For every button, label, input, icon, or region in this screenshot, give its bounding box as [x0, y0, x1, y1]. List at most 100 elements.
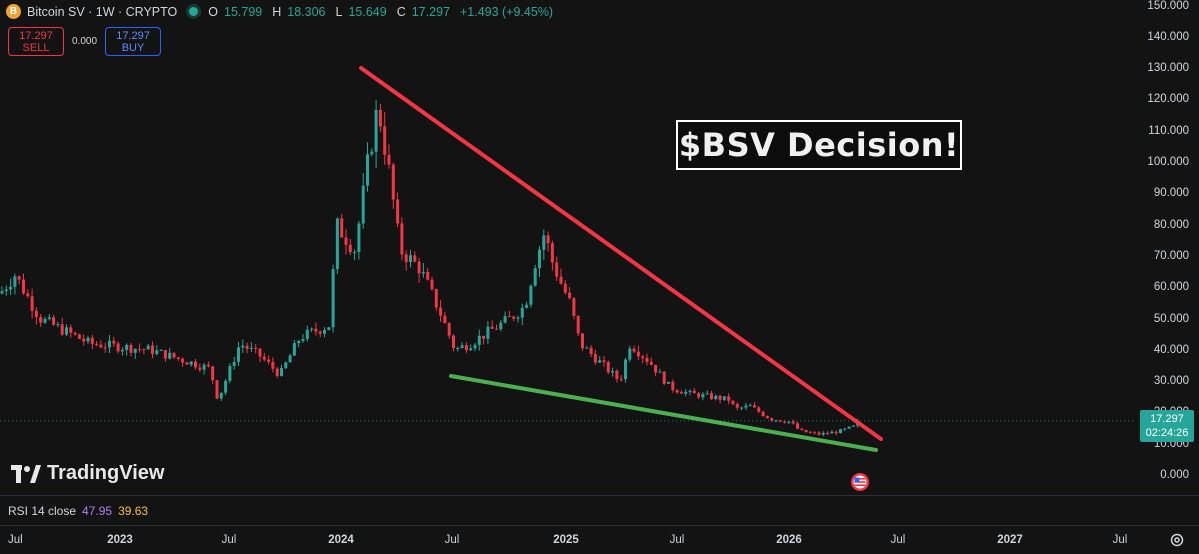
low-label: L: [335, 4, 343, 19]
candle-body: [133, 348, 137, 353]
candle-body: [77, 334, 81, 339]
candle-body: [572, 298, 576, 316]
candle-body: [589, 347, 593, 354]
candle-body: [314, 328, 318, 332]
settings-gear-icon[interactable]: [1169, 532, 1185, 548]
buy-price: 17.297: [116, 29, 150, 42]
price-tick-label: 100.000: [1147, 156, 1189, 168]
candle-body: [757, 407, 761, 412]
candle-body: [344, 237, 348, 245]
tradingview-logo-icon: [11, 464, 41, 483]
rsi-pane[interactable]: RSI 14 close 47.95 39.63: [0, 495, 1199, 526]
price-axis[interactable]: 150.000 140.000 130.000 120.000 110.000 100.0…: [1135, 0, 1199, 494]
chart-annotation-text[interactable]: $BSV Decision!: [676, 120, 962, 170]
candle-body: [327, 327, 331, 331]
candle-body: [735, 404, 739, 408]
candle-body: [426, 271, 430, 280]
candle-body: [495, 328, 498, 330]
candle-body: [65, 327, 68, 335]
candle-body: [765, 416, 769, 419]
candle-body: [740, 407, 744, 409]
us-flag-event-icon[interactable]: [849, 472, 871, 492]
time-axis[interactable]: Jul 2023 Jul 2024 Jul 2025 Jul 2026 Jul 2027 Jul: [0, 525, 1199, 554]
candle-body: [361, 185, 365, 224]
candle-body: [430, 279, 434, 290]
candle-body: [56, 324, 60, 326]
candle-body: [297, 340, 301, 344]
chart-area[interactable]: [0, 0, 1135, 494]
candle-body: [237, 347, 240, 362]
low-value: 15.649: [348, 4, 387, 19]
candle-body: [581, 333, 584, 349]
candle-body: [215, 380, 219, 399]
candle-body: [13, 276, 17, 287]
candle-body: [348, 244, 352, 253]
candle-body: [645, 357, 649, 362]
candle-body: [628, 348, 632, 360]
last-price-value: 17.297: [1150, 413, 1184, 425]
rsi-value: 47.95: [82, 504, 113, 518]
candle-body: [568, 292, 572, 299]
candle-body: [146, 345, 150, 350]
candle-body: [181, 358, 185, 363]
candle-body: [95, 343, 99, 345]
candle-body: [486, 326, 490, 339]
candle-body: [615, 370, 619, 379]
candle-body: [82, 338, 86, 342]
candle-body: [469, 348, 473, 351]
candle-body: [464, 345, 468, 351]
candle-body: [176, 357, 180, 359]
candle-body: [323, 330, 326, 334]
candle-body: [817, 432, 821, 435]
symbol-title[interactable]: Bitcoin SV · 1W · CRYPTO: [27, 4, 178, 19]
candle-body: [318, 331, 322, 334]
candle-body: [374, 109, 378, 152]
candle-body: [413, 255, 417, 262]
candle-body: [262, 356, 266, 360]
candle-body: [103, 347, 107, 349]
candle-body: [697, 393, 701, 398]
candle-body: [301, 338, 305, 341]
spread-value: 0.000: [72, 36, 98, 47]
candle-body: [26, 293, 30, 297]
candle-body: [47, 317, 51, 319]
market-open-status-icon: [189, 7, 199, 16]
candle-body: [783, 421, 787, 423]
candle-body: [155, 350, 159, 355]
price-chart[interactable]: [0, 0, 1135, 494]
candle-body: [460, 345, 464, 348]
time-tick-label: Jul: [1112, 534, 1128, 546]
candle-body: [452, 335, 455, 349]
sell-label: SELL: [22, 41, 50, 54]
bitcoin-sv-coin-icon: B: [6, 4, 21, 19]
candle-body: [555, 262, 559, 277]
support-trendline: [449, 374, 878, 452]
candle-body: [477, 335, 481, 345]
candle-body: [129, 344, 133, 353]
candle-body: [99, 344, 103, 348]
rsi-name[interactable]: RSI 14 close: [8, 504, 77, 518]
candle-body: [847, 426, 851, 429]
candle-body: [400, 223, 404, 255]
time-tick-label: Jul: [669, 534, 685, 546]
candle-body: [391, 164, 395, 200]
candle-body: [813, 432, 817, 434]
candle-body: [851, 425, 855, 427]
candle-body: [516, 317, 520, 319]
candle-body: [482, 335, 486, 339]
candle-body: [292, 343, 296, 356]
candle-body: [529, 285, 533, 305]
buy-button[interactable]: 17.297 BUY: [105, 27, 162, 56]
candle-body: [654, 364, 658, 373]
tradingview-logo[interactable]: TradingView: [11, 462, 164, 485]
candle-body: [86, 337, 90, 342]
candle-body: [73, 332, 77, 335]
sell-button[interactable]: 17.297 SELL: [8, 27, 64, 56]
candle-body: [662, 371, 666, 384]
candle-body: [151, 345, 154, 355]
candle-body: [267, 359, 271, 362]
candle-body: [546, 235, 550, 244]
price-tick-label: 50.000: [1153, 312, 1189, 325]
candle-body: [624, 359, 627, 380]
candle-body: [443, 315, 447, 324]
